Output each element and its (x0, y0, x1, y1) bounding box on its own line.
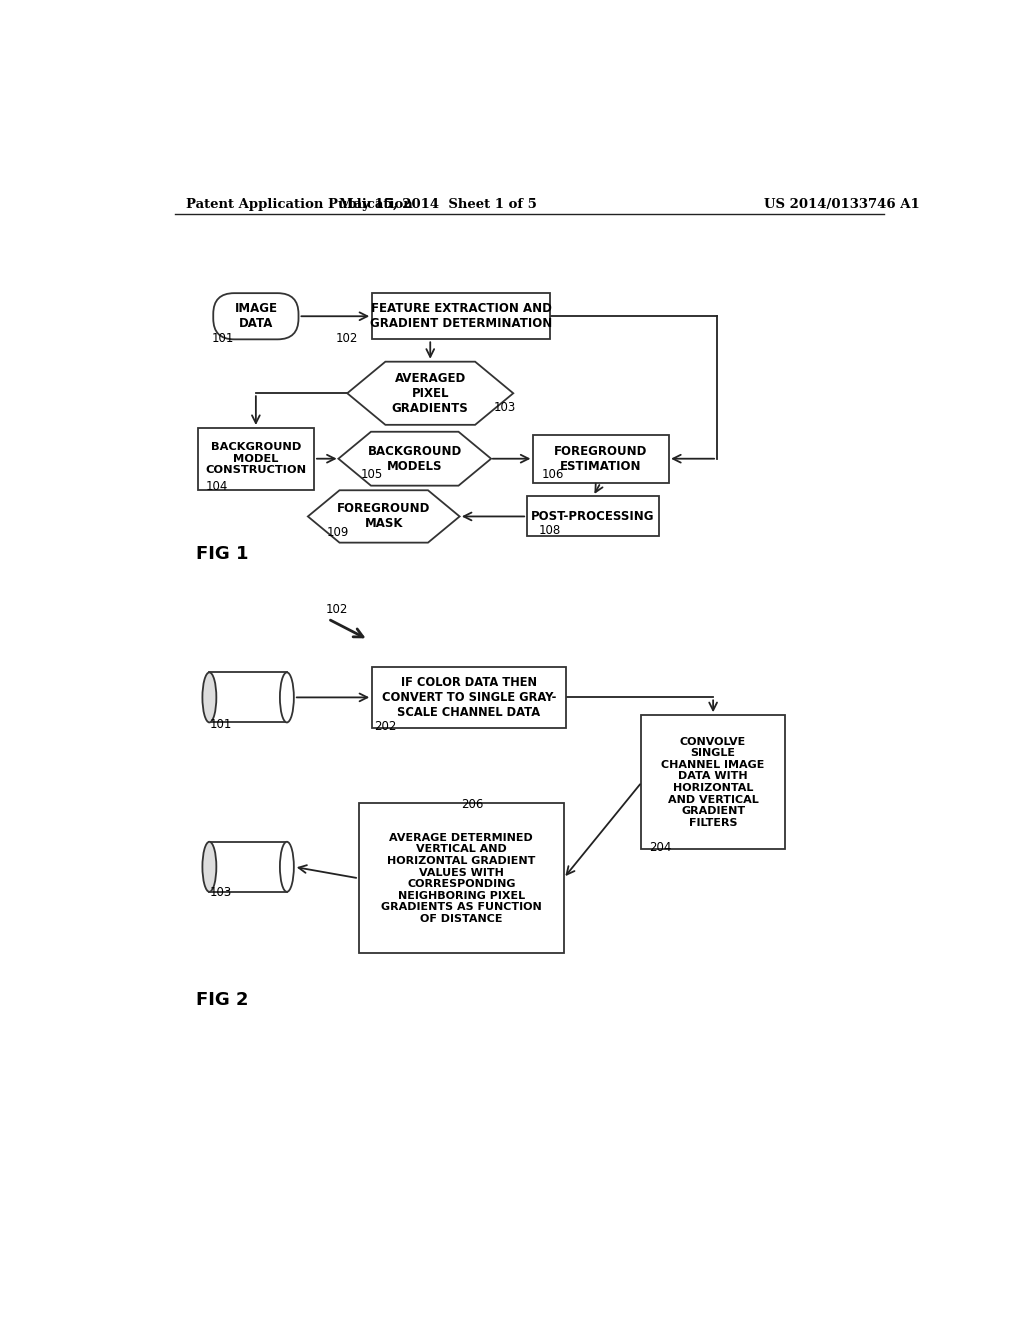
Text: FOREGROUND
ESTIMATION: FOREGROUND ESTIMATION (554, 445, 647, 473)
Bar (358, 804, 564, 953)
Text: FIG 2: FIG 2 (197, 991, 249, 1010)
Text: BACKGROUND
MODEL
CONSTRUCTION: BACKGROUND MODEL CONSTRUCTION (206, 442, 306, 475)
Text: US 2014/0133746 A1: US 2014/0133746 A1 (764, 198, 920, 211)
Text: 103: 103 (494, 401, 516, 414)
Text: FOREGROUND
MASK: FOREGROUND MASK (337, 503, 430, 531)
Text: Patent Application Publication: Patent Application Publication (186, 198, 413, 211)
Bar (641, 714, 784, 850)
Text: AVERAGED
PIXEL
GRADIENTS: AVERAGED PIXEL GRADIENTS (392, 372, 469, 414)
Text: 105: 105 (360, 469, 383, 480)
Polygon shape (308, 490, 460, 543)
Polygon shape (338, 432, 492, 486)
Text: 202: 202 (375, 719, 397, 733)
Text: BACKGROUND
MODELS: BACKGROUND MODELS (368, 445, 462, 473)
Text: CONVOLVE
SINGLE
CHANNEL IMAGE
DATA WITH
HORIZONTAL
AND VERTICAL
GRADIENT
FILTERS: CONVOLVE SINGLE CHANNEL IMAGE DATA WITH … (662, 737, 765, 828)
Text: FEATURE EXTRACTION AND
GRADIENT DETERMINATION: FEATURE EXTRACTION AND GRADIENT DETERMIN… (370, 302, 552, 330)
Text: 109: 109 (327, 525, 349, 539)
Bar (198, 428, 314, 490)
Text: IF COLOR DATA THEN
CONVERT TO SINGLE GRAY-
SCALE CHANNEL DATA: IF COLOR DATA THEN CONVERT TO SINGLE GRA… (382, 676, 556, 719)
Text: 101: 101 (212, 331, 234, 345)
Bar (209, 672, 287, 722)
Text: 101: 101 (209, 718, 231, 731)
Ellipse shape (203, 842, 216, 892)
Ellipse shape (280, 672, 294, 722)
Ellipse shape (280, 842, 294, 892)
Text: FIG 1: FIG 1 (197, 545, 249, 562)
Text: May 15, 2014  Sheet 1 of 5: May 15, 2014 Sheet 1 of 5 (339, 198, 537, 211)
Text: 104: 104 (206, 479, 228, 492)
Bar (532, 434, 669, 483)
Text: 106: 106 (542, 469, 564, 480)
Text: 103: 103 (209, 886, 231, 899)
Text: 204: 204 (649, 841, 672, 854)
FancyBboxPatch shape (213, 293, 299, 339)
Bar (527, 496, 658, 536)
Bar (209, 842, 287, 892)
Text: 206: 206 (461, 797, 483, 810)
Text: IMAGE
DATA: IMAGE DATA (234, 302, 278, 330)
Ellipse shape (203, 842, 216, 892)
Ellipse shape (203, 672, 216, 722)
Text: 108: 108 (539, 524, 561, 537)
Ellipse shape (203, 672, 216, 722)
Polygon shape (347, 362, 513, 425)
Text: POST-PROCESSING: POST-PROCESSING (531, 510, 654, 523)
Text: AVERAGE DETERMINED
VERTICAL AND
HORIZONTAL GRADIENT
VALUES WITH
CORRESPONDING
NE: AVERAGE DETERMINED VERTICAL AND HORIZONT… (381, 833, 542, 924)
Text: 102: 102 (336, 331, 358, 345)
Bar (372, 667, 566, 729)
Bar (372, 293, 550, 339)
Text: 102: 102 (326, 603, 348, 615)
